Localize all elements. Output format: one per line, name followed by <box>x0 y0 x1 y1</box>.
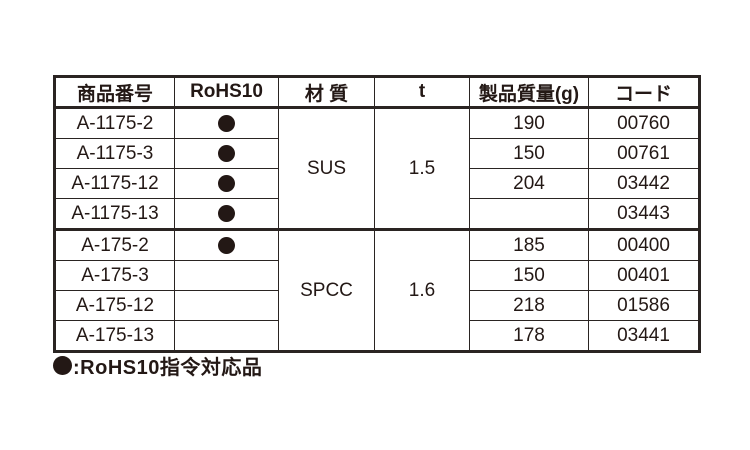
part-number-cell: A-175-3 <box>54 260 175 291</box>
part-number-cell: A-175-12 <box>54 290 175 321</box>
rohs-cell <box>174 260 279 291</box>
weight-cell: 185 <box>469 228 589 261</box>
rohs-cell <box>174 228 279 261</box>
header-rohs10: RoHS10 <box>174 76 279 109</box>
rohs-legend-label: :RoHS10指令対応品 <box>73 356 263 379</box>
rohs-compliant-icon <box>218 144 235 162</box>
weight-cell: 150 <box>469 138 589 169</box>
material-cell: SPCC <box>278 228 375 352</box>
table-row: A-1175-2 SUS 1.5 190 00760 <box>54 107 700 230</box>
table-row: A-175-13 178 03441 <box>54 320 700 352</box>
table-row: A-175-12 218 01586 <box>54 290 700 321</box>
code-cell: 03443 <box>588 198 700 230</box>
table-row: A-175-2 SPCC 1.6 185 00400 <box>54 228 700 352</box>
rohs-cell <box>174 107 279 139</box>
header-thickness: t <box>374 76 470 109</box>
part-number-cell: A-1175-12 <box>54 168 175 199</box>
code-cell: 03441 <box>588 320 700 352</box>
part-number-cell: A-1175-2 <box>54 107 175 139</box>
rohs-cell <box>174 290 279 321</box>
weight-cell: 204 <box>469 168 589 199</box>
rohs-compliant-icon <box>218 236 235 254</box>
product-spec-table: 商品番号 RoHS10 材 質 t 製品質量(g) コード A-1175-2 SUS 1.5 1… <box>53 75 701 353</box>
weight-cell: 178 <box>469 320 589 352</box>
rohs-cell <box>174 198 279 230</box>
part-number-cell: A-175-13 <box>54 320 175 352</box>
code-cell: 00401 <box>588 260 700 291</box>
weight-cell <box>469 198 589 230</box>
rohs-cell <box>174 138 279 169</box>
table-row: A-1175-3 150 00761 <box>54 138 700 169</box>
rohs-compliant-icon <box>218 204 235 222</box>
code-cell: 00400 <box>588 228 700 261</box>
header-material: 材 質 <box>278 76 375 109</box>
part-number-cell: A-1175-13 <box>54 198 175 230</box>
weight-cell: 218 <box>469 290 589 321</box>
rohs-cell <box>174 168 279 199</box>
code-cell: 00760 <box>588 107 700 139</box>
table-body: A-1175-2 SUS 1.5 190 00760 A-1175-3 150 00761 A-… <box>54 107 700 352</box>
header-row: 商品番号 RoHS10 材 質 t 製品質量(g) コード <box>54 76 700 109</box>
rohs-compliant-icon <box>53 355 72 375</box>
code-cell: 01586 <box>588 290 700 321</box>
material-cell: SUS <box>278 107 375 230</box>
rohs-compliant-icon <box>218 174 235 192</box>
thickness-cell: 1.6 <box>374 228 470 352</box>
code-cell: 03442 <box>588 168 700 199</box>
header-product-number: 商品番号 <box>54 76 175 109</box>
table-header: 商品番号 RoHS10 材 質 t 製品質量(g) コード <box>54 76 700 109</box>
code-cell: 00761 <box>588 138 700 169</box>
header-weight: 製品質量(g) <box>469 76 589 109</box>
weight-cell: 190 <box>469 107 589 139</box>
table-row: A-1175-13 03443 <box>54 198 700 230</box>
rohs-cell <box>174 320 279 352</box>
header-code: コード <box>588 76 700 109</box>
part-number-cell: A-1175-3 <box>54 138 175 169</box>
part-number-cell: A-175-2 <box>54 228 175 261</box>
thickness-cell: 1.5 <box>374 107 470 230</box>
table-row: A-1175-12 204 03442 <box>54 168 700 199</box>
weight-cell: 150 <box>469 260 589 291</box>
rohs-legend: :RoHS10指令対応品 <box>53 353 263 379</box>
rohs-compliant-icon <box>218 114 235 132</box>
